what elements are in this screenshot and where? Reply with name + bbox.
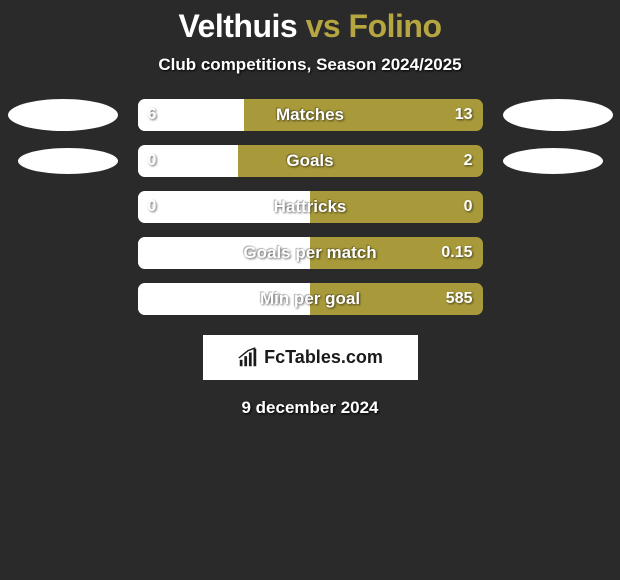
comparison-infographic: Velthuis vs Folino Club competitions, Se…	[0, 0, 620, 418]
stat-bar: 0 Hattricks 0	[138, 191, 483, 223]
chart-icon	[237, 347, 259, 369]
stat-label: Hattricks	[138, 197, 483, 217]
stat-row: 0 Goals 2	[0, 145, 620, 177]
player-marker-icon	[18, 148, 118, 174]
title-player1: Velthuis	[178, 8, 297, 44]
stat-value-right: 0.15	[441, 244, 472, 262]
stat-value-right: 585	[446, 290, 473, 308]
branding-badge: FcTables.com	[203, 335, 418, 380]
stat-label: Goals	[138, 151, 483, 171]
date-label: 9 december 2024	[0, 398, 620, 418]
stat-bar: 6 Matches 13	[138, 99, 483, 131]
player-marker-icon	[503, 148, 603, 174]
player-marker-icon	[503, 99, 613, 131]
branding-text: FcTables.com	[264, 347, 383, 368]
stat-row: Min per goal 585	[0, 283, 620, 315]
stat-bar: 0 Goals 2	[138, 145, 483, 177]
stat-bar: Min per goal 585	[138, 283, 483, 315]
stat-value-right: 13	[455, 106, 473, 124]
stat-label: Matches	[138, 105, 483, 125]
page-title: Velthuis vs Folino	[0, 8, 620, 45]
stat-label: Min per goal	[138, 289, 483, 309]
title-player2: Folino	[349, 8, 442, 44]
stat-label: Goals per match	[138, 243, 483, 263]
stat-row: 0 Hattricks 0	[0, 191, 620, 223]
stat-value-right: 2	[464, 152, 473, 170]
player-marker-icon	[8, 99, 118, 131]
title-vs: vs	[306, 8, 341, 44]
stat-row: 6 Matches 13	[0, 99, 620, 131]
stat-row: Goals per match 0.15	[0, 237, 620, 269]
stat-bar: Goals per match 0.15	[138, 237, 483, 269]
stat-rows: 6 Matches 13 0 Goals 2 0 Hattricks 0	[0, 99, 620, 315]
subtitle: Club competitions, Season 2024/2025	[0, 55, 620, 75]
stat-value-right: 0	[464, 198, 473, 216]
